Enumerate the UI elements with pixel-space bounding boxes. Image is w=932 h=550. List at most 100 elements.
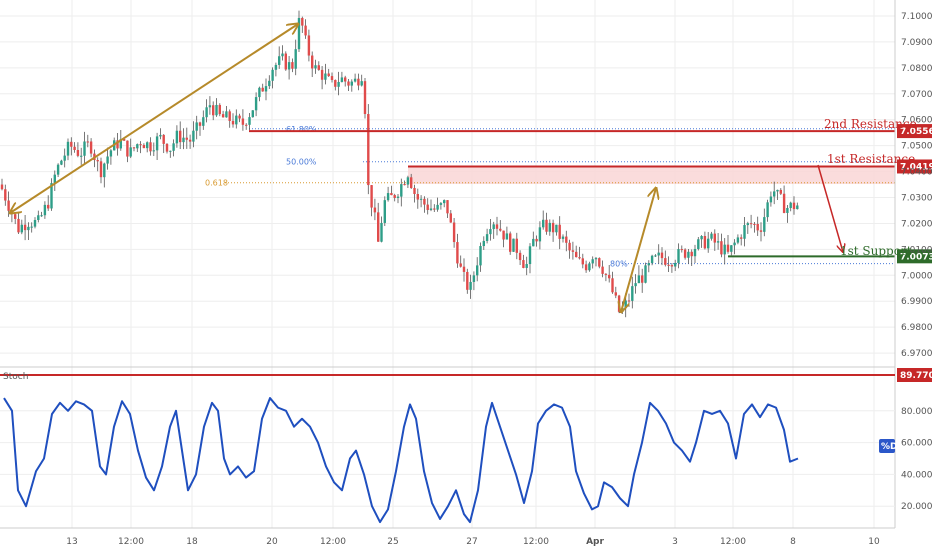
candle-body [400, 184, 403, 197]
candle-body [261, 87, 264, 92]
candle-body [334, 79, 337, 87]
price-tick: 6.97000 [901, 349, 932, 359]
candle-body [565, 236, 568, 243]
candle-body [657, 252, 660, 256]
candle-body [436, 204, 439, 210]
candle-body [109, 150, 113, 157]
candle-body [495, 224, 499, 229]
candle-body [575, 251, 578, 258]
candle-body [456, 242, 459, 264]
candle-body [584, 264, 588, 271]
candle-body [129, 147, 132, 157]
candle-body [347, 81, 350, 86]
candle-body [512, 238, 515, 252]
candle-body [271, 69, 274, 81]
stoch-line [3, 397, 799, 524]
candle-body [581, 258, 584, 265]
candle-body [30, 226, 33, 228]
candle-body [367, 114, 370, 186]
candle-body [693, 249, 697, 257]
candle-body [205, 107, 208, 118]
candle-body [360, 81, 363, 86]
candle-body [294, 49, 297, 69]
candle-body [650, 255, 654, 264]
stoch-tick: 60.0000 [901, 439, 932, 449]
candle-body [522, 260, 525, 268]
candle-body [155, 136, 159, 151]
candle-body [353, 78, 357, 82]
candle-body [7, 200, 10, 211]
candle-body [591, 259, 594, 264]
fib-levels: 61.80% 50.00% 0.618 80% [205, 125, 895, 269]
candle-body [723, 244, 726, 255]
candle-body [743, 225, 746, 239]
candle-body [674, 262, 677, 267]
candle-body [53, 174, 56, 184]
candle-body [188, 139, 192, 142]
candle-body [0, 184, 4, 190]
candle-body [33, 219, 37, 227]
price-tag-text: 7.05562 [900, 127, 932, 137]
candle-body [311, 55, 314, 69]
candle-body [103, 163, 106, 178]
res1-label: 1st Resistance [827, 152, 915, 166]
candle-body [106, 156, 109, 164]
time-tick: 3 [672, 537, 678, 547]
candle-body [492, 224, 495, 230]
candle-body [683, 249, 687, 258]
candle-body [499, 228, 502, 231]
candle-body [740, 237, 743, 239]
candle-body [284, 53, 287, 70]
candle-body [17, 218, 20, 233]
candle-body [278, 56, 281, 65]
candle-body [763, 217, 766, 232]
candle-body [357, 78, 360, 86]
candle-body [390, 193, 393, 196]
candle-body [245, 124, 248, 126]
candle-body [297, 17, 301, 50]
candle-body [571, 250, 575, 252]
candle-body [736, 237, 740, 243]
candle-body [304, 25, 307, 36]
candle-body [377, 212, 380, 242]
candle-body [720, 241, 723, 255]
candle-body [330, 76, 334, 80]
candle-body [126, 140, 129, 157]
stoch-tick: 80.0000 [901, 407, 932, 417]
price-tick: 7.02000 [901, 219, 932, 229]
candle-body [644, 265, 647, 283]
time-tick: Apr [586, 537, 604, 547]
candle-body [482, 240, 485, 247]
candle-body [221, 114, 225, 118]
candle-body [287, 62, 291, 70]
price-tag [897, 124, 932, 139]
candle-body [47, 204, 50, 209]
candle-body [228, 111, 231, 121]
sup1-label: 1st Support [840, 244, 912, 258]
candle-body [439, 203, 443, 205]
candle-body [423, 198, 426, 205]
candle-body [545, 219, 548, 232]
candle-body [617, 295, 621, 312]
resistance-zone [408, 166, 895, 185]
candle-body [749, 223, 753, 225]
candle-body [766, 202, 769, 218]
candle-body [528, 246, 532, 265]
candle-body [225, 111, 228, 118]
candle-body [406, 177, 410, 185]
candle-body [660, 252, 664, 259]
price-tick: 7.09000 [901, 38, 932, 48]
time-tick: 8 [790, 537, 796, 547]
stoch-badge [879, 439, 895, 453]
candle-body [446, 200, 449, 214]
candle-body [429, 208, 433, 210]
candle-body [667, 264, 670, 266]
candle-body [756, 223, 759, 231]
candle-body [551, 222, 555, 233]
candle-body [469, 281, 472, 290]
candle-body [769, 196, 773, 203]
candle-body [532, 238, 535, 247]
candle-body [182, 137, 185, 143]
candle-body [601, 266, 604, 274]
